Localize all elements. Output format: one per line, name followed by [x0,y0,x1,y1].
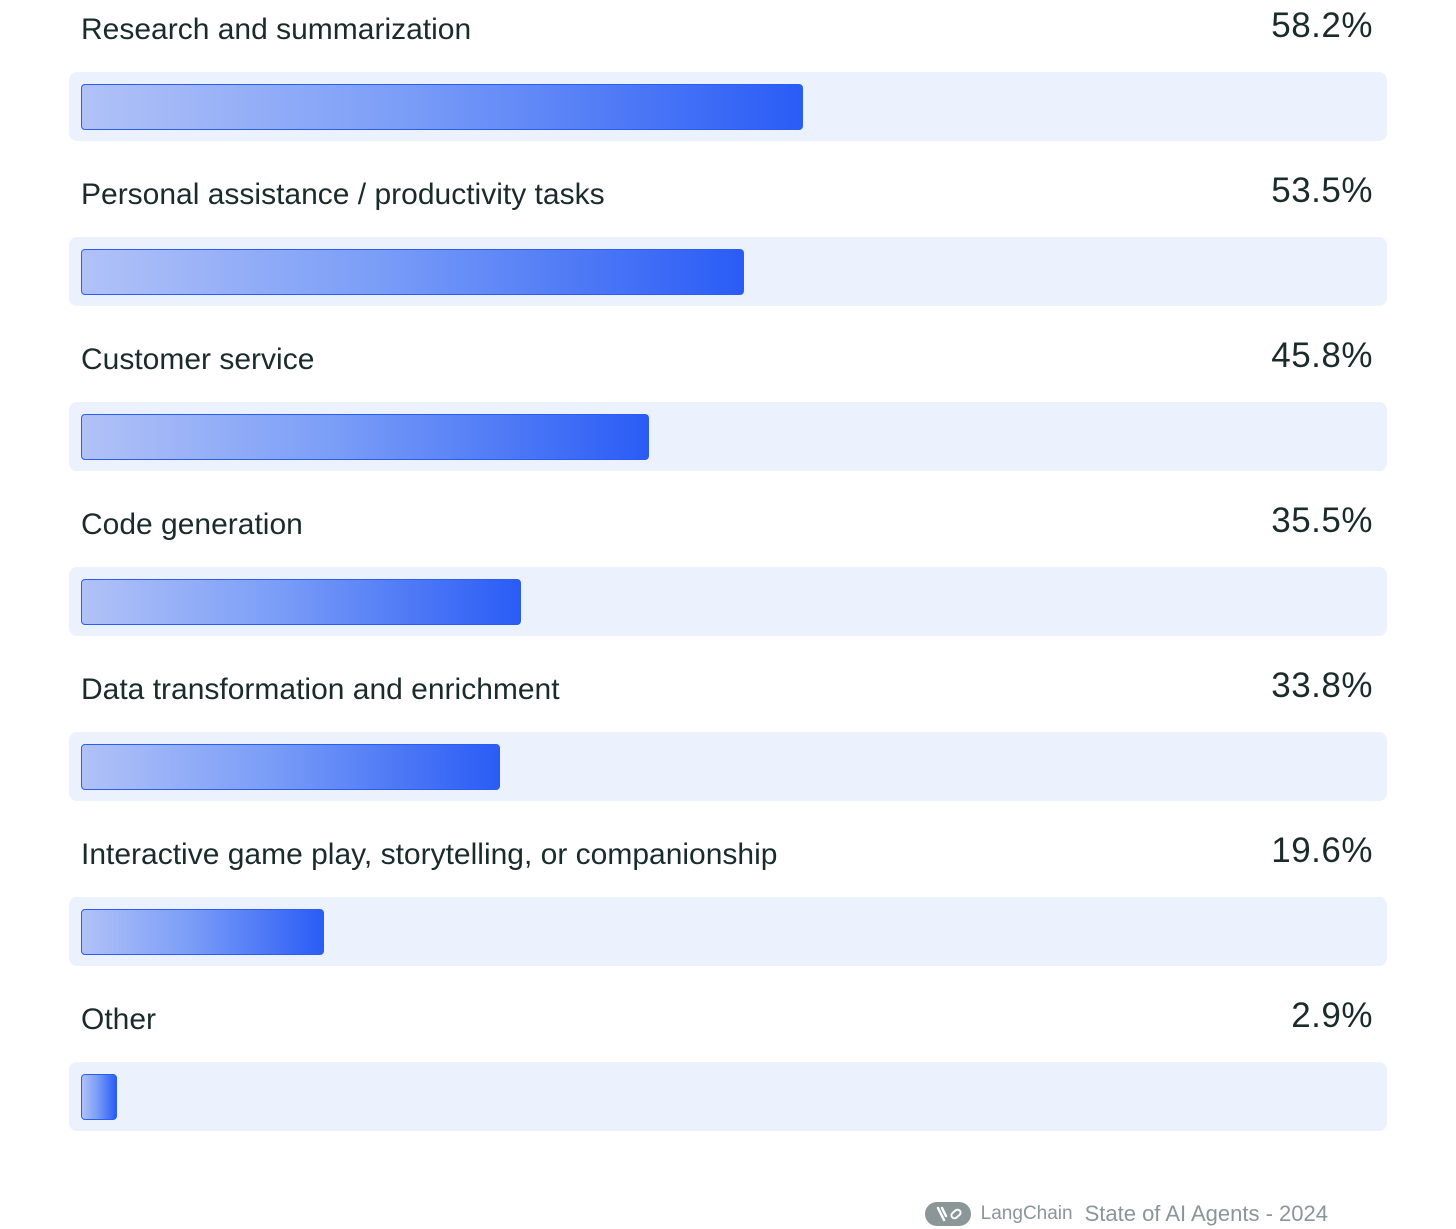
bar-track [69,72,1387,141]
bar-track [69,897,1387,966]
bar [81,249,744,295]
bar [81,84,803,130]
category-label: Code generation [81,508,303,541]
bar-track [69,567,1387,636]
category-label: Data transformation and enrichment [81,673,560,706]
bar-track [69,1062,1387,1131]
category-label: Other [81,1003,157,1036]
bar-track [69,732,1387,801]
langchain-logo-icon [924,1202,971,1226]
bar-track [69,237,1387,306]
bar [81,579,521,625]
value-label: 35.5% [1271,501,1373,540]
footer-caption: State of AI Agents - 2024 [1084,1201,1328,1226]
bar [81,414,649,460]
bar [81,1074,117,1120]
bar-track [69,402,1387,471]
category-label: Customer service [81,343,315,376]
category-label: Personal assistance / productivity tasks [81,178,605,211]
category-label: Research and summarization [81,13,472,46]
value-label: 33.8% [1271,666,1373,705]
value-label: 53.5% [1271,171,1373,210]
bar [81,744,500,790]
value-label: 45.8% [1271,336,1373,375]
bar [81,909,324,955]
brand-name: LangChain [980,1203,1073,1224]
category-label: Interactive game play, storytelling, or … [81,838,778,871]
footer: LangChain State of AI Agents - 2024 [924,1199,1328,1229]
value-label: 2.9% [1291,996,1373,1035]
value-label: 19.6% [1271,831,1373,870]
value-label: 58.2% [1271,6,1373,45]
